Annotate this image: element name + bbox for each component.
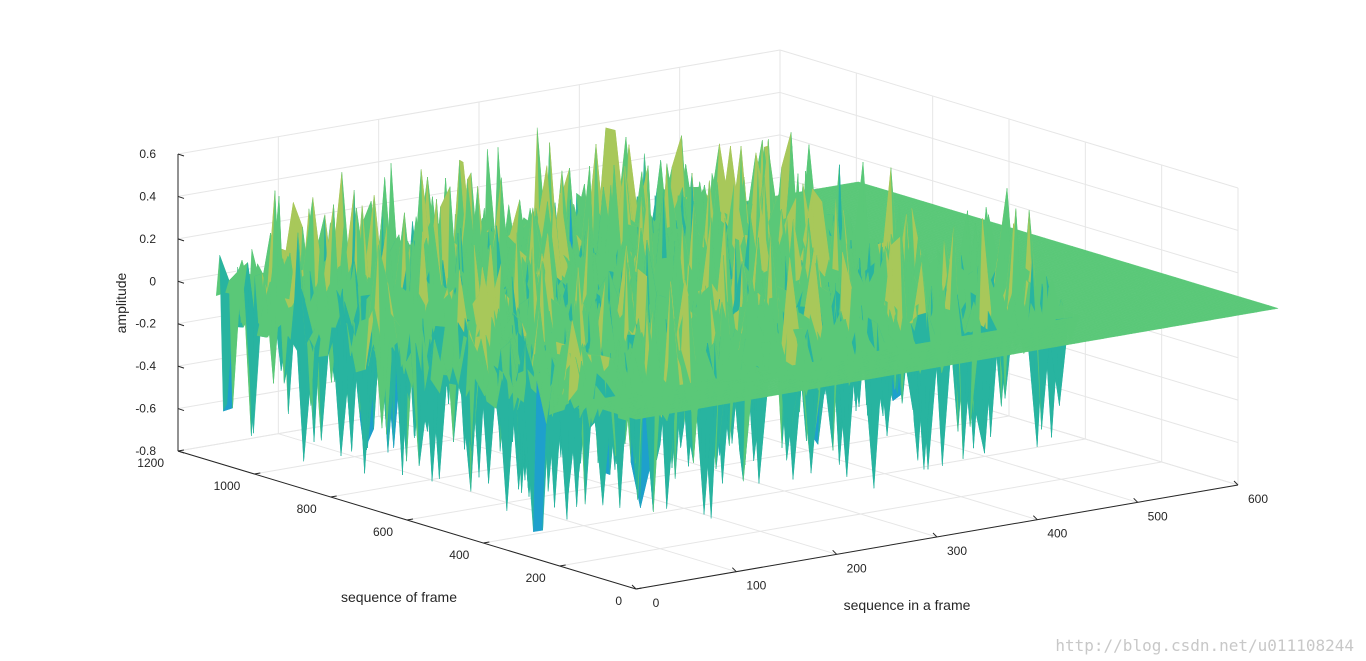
grid-line (177, 49, 781, 155)
grid-line (779, 91, 1239, 231)
grid-line (559, 461, 1162, 567)
surface-layer (215, 127, 1279, 532)
grid-line (779, 134, 1239, 274)
grid-line (177, 91, 781, 197)
grid-line (483, 438, 1086, 544)
grid-line (779, 49, 1239, 189)
